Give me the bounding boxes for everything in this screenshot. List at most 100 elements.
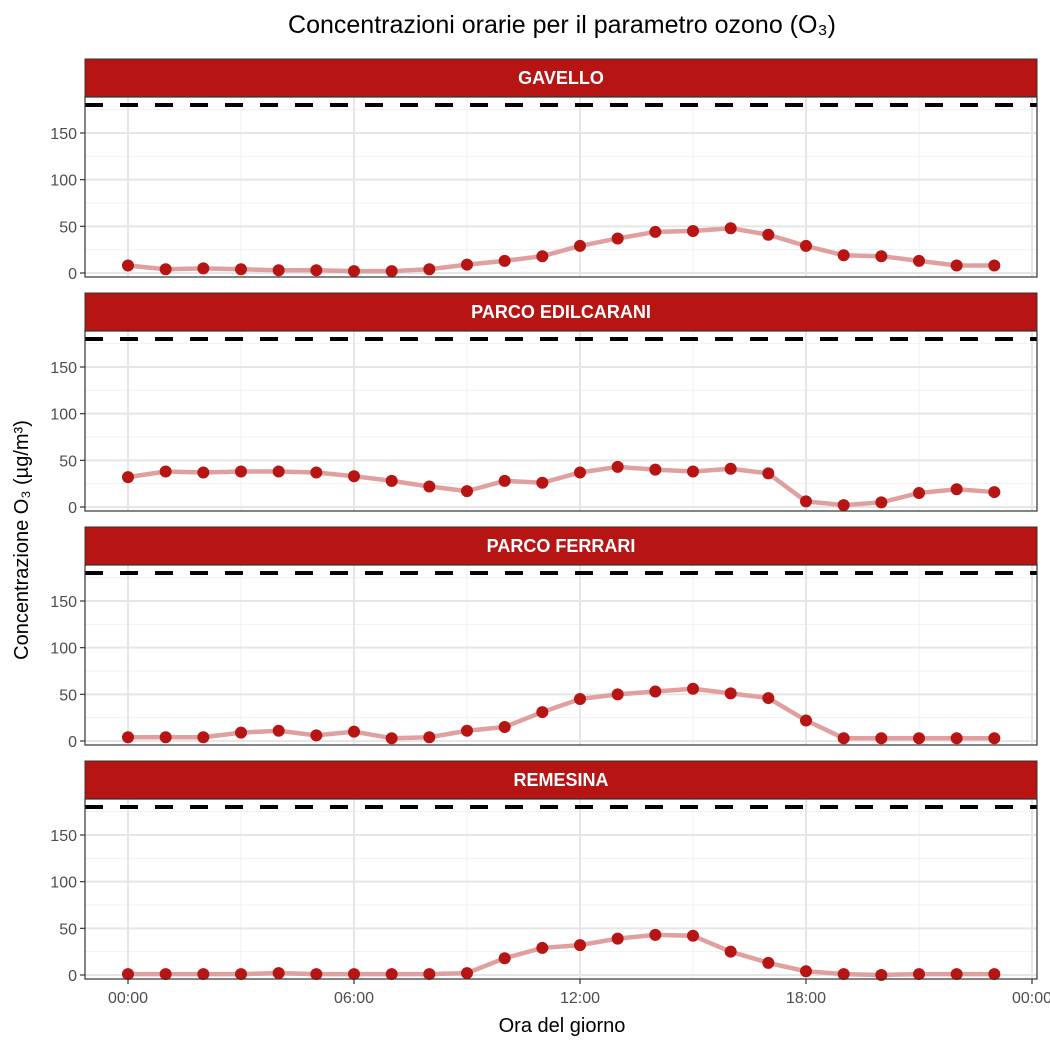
data-point: [800, 714, 812, 727]
data-point: [235, 968, 247, 981]
data-point: [988, 968, 1001, 981]
data-point: [724, 222, 737, 235]
facet-panel: GAVELLO 0 50 100 150: [50, 58, 1038, 283]
panel-border: [84, 798, 1038, 980]
facet-panel: PARCO EDILCARANI 0 50 100 150: [50, 292, 1038, 517]
data-point: [687, 929, 699, 942]
data-point: [687, 225, 699, 237]
data-point: [197, 731, 210, 744]
facet-strip: [84, 292, 1038, 332]
data-point: [272, 967, 285, 980]
data-point: [649, 225, 662, 238]
data-point: [837, 732, 850, 745]
data-point: [837, 968, 850, 981]
facet-panel: PARCO FERRARI 0 50 100 150: [50, 526, 1038, 751]
data-point: [159, 731, 172, 744]
data-point: [988, 259, 1001, 272]
data-point: [800, 965, 812, 978]
data-point: [272, 724, 285, 737]
data-point: [800, 495, 812, 508]
facet-strip-label: PARCO EDILCARANI: [471, 302, 651, 322]
data-point: [649, 928, 662, 941]
data-point: [348, 725, 360, 738]
series-line: [127, 464, 995, 508]
data-point: [762, 228, 775, 241]
data-point: [235, 465, 247, 478]
data-point: [235, 726, 247, 739]
x-tick-label: 00:00: [108, 990, 148, 1007]
facet-strip-label: REMESINA: [513, 770, 608, 790]
data-point: [461, 724, 473, 737]
data-point: [536, 706, 549, 719]
data-point: [950, 259, 963, 272]
data-point: [461, 967, 473, 980]
data-point: [649, 685, 662, 698]
data-point: [385, 732, 398, 745]
data-point: [536, 476, 549, 489]
data-point: [875, 969, 888, 981]
series-line: [128, 932, 995, 978]
y-tick-label: 100: [50, 173, 77, 190]
data-point: [310, 264, 323, 277]
data-point: [122, 259, 134, 272]
panel-border: [84, 564, 1038, 746]
data-point: [988, 486, 1001, 499]
y-tick-label: 100: [50, 641, 77, 658]
data-point: [611, 688, 624, 701]
data-point: [122, 471, 134, 484]
panel-border: [84, 96, 1038, 278]
data-point: [122, 968, 134, 981]
data-point: [159, 465, 172, 478]
data-point: [875, 732, 888, 745]
y-axis-label: Concentrazione O₃ (µg/m³): [11, 420, 33, 660]
data-point: [122, 731, 134, 744]
data-point: [536, 941, 549, 954]
series-line: [128, 686, 995, 741]
data-point: [913, 487, 925, 499]
y-tick-label: 100: [50, 407, 77, 424]
data-point: [724, 687, 737, 700]
data-point: [272, 264, 285, 277]
data-point: [950, 483, 963, 496]
facet-panel: REMESINA 0 50 100 150 00:00 06:00 12:00 18:00 00:…: [50, 760, 1050, 1007]
facet-strip: [84, 760, 1038, 800]
data-point: [988, 732, 1001, 745]
data-point: [611, 932, 624, 945]
data-point: [235, 263, 247, 276]
data-point: [310, 729, 323, 742]
data-point: [423, 968, 436, 981]
data-point: [875, 250, 888, 263]
data-point: [649, 463, 662, 476]
y-tick-label: 0: [68, 734, 77, 751]
panel-border: [84, 330, 1038, 512]
data-point: [197, 262, 210, 275]
data-point: [348, 968, 360, 981]
y-tick-label: 0: [68, 266, 77, 283]
facet-strip-label: GAVELLO: [518, 68, 604, 88]
data-point: [348, 265, 360, 278]
data-point: [611, 460, 624, 473]
data-point: [423, 263, 436, 276]
data-point: [498, 721, 511, 733]
y-tick-label: 150: [50, 360, 77, 377]
data-point: [536, 250, 549, 263]
x-tick-label: 18:00: [786, 990, 826, 1007]
data-point: [875, 496, 888, 509]
data-point: [197, 968, 210, 981]
facet-strip: [84, 526, 1038, 566]
data-point: [913, 254, 925, 267]
x-tick-label: 12:00: [560, 990, 600, 1007]
y-tick-label: 100: [50, 875, 77, 892]
x-tick-label: 06:00: [334, 990, 374, 1007]
data-point: [348, 470, 360, 483]
y-tick-label: 50: [59, 219, 77, 236]
data-point: [461, 258, 473, 271]
data-point: [574, 693, 586, 705]
y-tick-label: 50: [59, 453, 77, 470]
data-point: [687, 465, 699, 478]
data-point: [800, 239, 812, 252]
y-tick-label: 150: [50, 828, 77, 845]
data-point: [498, 254, 511, 267]
y-tick-label: 150: [50, 126, 77, 143]
